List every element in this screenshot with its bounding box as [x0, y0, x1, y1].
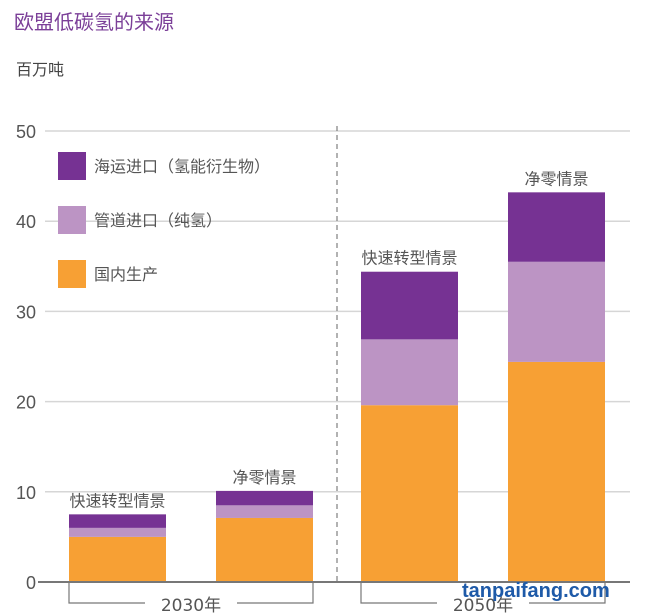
legend-swatch: [58, 206, 86, 234]
bar-segment: [216, 505, 313, 518]
bar-segment: [69, 536, 166, 582]
bar-segment: [361, 339, 458, 406]
bar-label: 净零情景: [232, 468, 296, 487]
y-tick-label: 0: [26, 573, 36, 593]
y-tick-label: 20: [16, 393, 36, 413]
group-label: 2050年: [453, 596, 513, 614]
legend-label: 国内生产: [94, 265, 158, 284]
bar-segment: [216, 490, 313, 506]
legend-label: 管道进口（纯氢）: [94, 211, 222, 230]
legend-label: 海运进口（氢能衍生物）: [94, 157, 270, 176]
y-tick-label: 30: [16, 302, 36, 322]
legend-swatch: [58, 152, 86, 180]
unit-label: 百万吨: [16, 60, 65, 79]
bar-segment: [508, 361, 605, 582]
group-bracket: [360, 583, 606, 604]
bar-segment: [361, 405, 458, 582]
bar-label: 快速转型情景: [361, 249, 457, 268]
bar-segment: [216, 517, 313, 582]
y-tick-label: 40: [16, 212, 36, 232]
bar-segment: [508, 192, 605, 262]
bar-segment: [69, 527, 166, 537]
bar-segment: [69, 514, 166, 528]
group-label: 2030年: [161, 596, 221, 614]
watermark: tanpaifang.com: [462, 580, 610, 602]
y-tick-label: 10: [16, 483, 36, 503]
bar-segment: [361, 271, 458, 340]
bar-label: 快速转型情景: [69, 491, 165, 510]
y-tick-label: 50: [16, 122, 36, 142]
legend-swatch: [58, 260, 86, 288]
bar-label: 净零情景: [524, 169, 588, 188]
bar-segment: [508, 261, 605, 362]
group-bracket: [68, 583, 314, 604]
chart-title: 欧盟低碳氢的来源: [14, 10, 174, 34]
